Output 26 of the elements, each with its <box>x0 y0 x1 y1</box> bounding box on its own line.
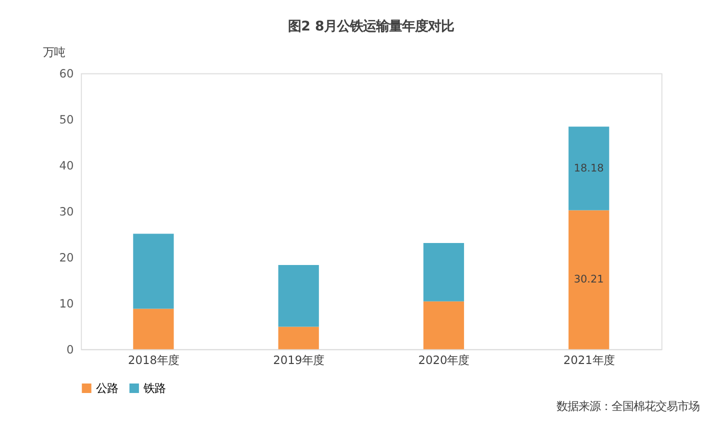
y-tick-label: 60 <box>59 66 74 81</box>
bar <box>278 265 319 327</box>
legend-label: 公路 <box>96 381 118 396</box>
bar <box>278 326 319 350</box>
x-tick-label: 2019年度 <box>273 352 324 367</box>
y-tick-label: 40 <box>59 158 74 173</box>
y-tick-label: 10 <box>59 296 74 311</box>
y-axis-title: 万吨 <box>42 45 65 60</box>
bar <box>133 308 174 350</box>
legend-label: 铁路 <box>142 381 166 396</box>
y-tick-label: 0 <box>66 342 74 357</box>
bar <box>568 126 610 210</box>
source-note: 数据来源：全国棉花交易市场 <box>556 399 700 414</box>
bar <box>568 210 610 350</box>
bar <box>423 242 464 302</box>
y-tick-label: 30 <box>59 204 74 219</box>
x-tick-label: 2021年度 <box>563 352 614 367</box>
x-tick-label: 2020年度 <box>418 352 470 367</box>
data-label: 30.21 <box>574 274 604 286</box>
y-tick-label: 20 <box>59 250 74 265</box>
data-label: 18.18 <box>574 162 604 174</box>
chart-title: 图2 8月公铁运输量年度对比 <box>288 18 454 34</box>
x-tick-label: 2018年度 <box>128 352 179 367</box>
bar <box>133 234 174 309</box>
y-tick-label: 50 <box>59 112 74 127</box>
bar <box>423 301 464 350</box>
